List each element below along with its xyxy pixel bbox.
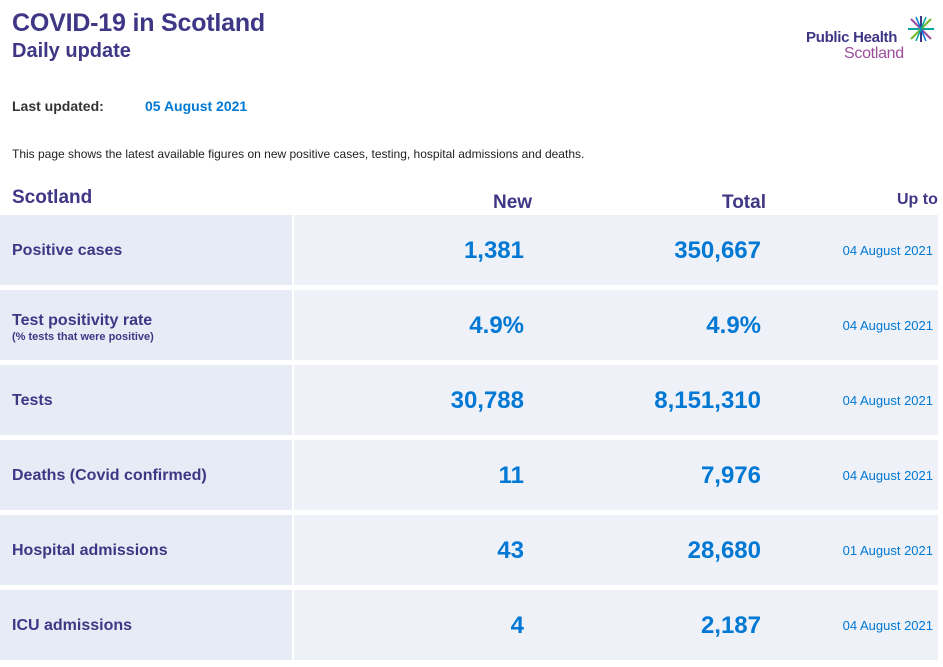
new-value: 11 [498,462,524,489]
column-header-upto: Up to [897,191,938,208]
last-updated-label: Last updated: [12,98,104,114]
column-header-total: Total [722,192,766,213]
row-sublabel: (% tests that were positive) [12,331,154,343]
total-value: 28,680 [687,537,761,564]
table-row-positive-cases: Positive cases 1,381 350,667 04 August 2… [0,215,938,285]
row-label: Positive cases [12,242,123,259]
column-header-region: Scotland [12,187,93,208]
total-value: 4.9% [706,312,761,339]
table-row-deaths: Deaths (Covid confirmed) 11 7,976 04 Aug… [0,440,938,510]
phs-star-icon [908,16,934,42]
table-row-hospital-admissions: Hospital admissions 43 28,680 01 August … [0,515,938,585]
new-value: 4.9% [469,312,524,339]
new-value: 4 [510,612,524,639]
upto-date: 04 August 2021 [842,393,933,408]
total-value: 2,187 [700,612,761,639]
new-value: 43 [497,537,524,564]
logo-line1: Public Health [806,29,898,46]
row-label: Tests [12,392,53,409]
upto-date: 01 August 2021 [842,543,933,558]
table-row-test-positivity: Test positivity rate (% tests that were … [0,290,938,360]
new-value: 1,381 [463,237,524,264]
phs-logo: Public Health Scotland [800,14,940,64]
upto-date: 04 August 2021 [842,468,933,483]
logo-line2: Scotland [844,45,904,62]
row-label: Deaths (Covid confirmed) [12,467,207,484]
page-subtitle: Daily update [12,40,131,62]
table-row-tests: Tests 30,788 8,151,310 04 August 2021 [0,365,938,435]
last-updated-value: 05 August 2021 [145,98,248,114]
new-value: 30,788 [450,387,524,414]
column-header-new: New [493,192,533,213]
total-value: 8,151,310 [654,387,761,414]
row-label: Hospital admissions [12,542,168,559]
page-title: COVID-19 in Scotland [12,9,265,37]
upto-date: 04 August 2021 [842,243,933,258]
upto-date: 04 August 2021 [842,318,933,333]
total-value: 350,667 [674,237,761,264]
upto-date: 04 August 2021 [842,618,933,633]
row-label: Test positivity rate [12,312,153,329]
total-value: 7,976 [700,462,761,489]
table-row-icu-admissions: ICU admissions 4 2,187 04 August 2021 [0,590,938,660]
intro-text: This page shows the latest available fig… [12,147,585,161]
row-label: ICU admissions [12,617,133,634]
